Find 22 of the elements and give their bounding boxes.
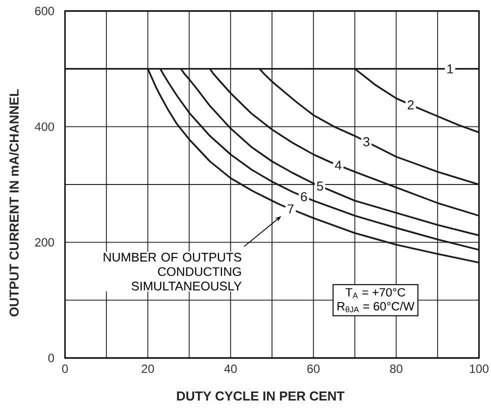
x-tick-label: 60	[307, 364, 320, 373]
series-label: 1	[447, 64, 453, 74]
series-label: 4	[334, 160, 342, 170]
x-tick-label: 100	[470, 364, 489, 373]
y-tick-label: 400	[34, 122, 54, 131]
annotation: T$_{A}$ = +70°C	[346, 288, 406, 298]
series-label: 2	[408, 100, 414, 110]
x-axis-title: DUTY CYCLE IN PER CENT	[177, 391, 344, 401]
annotation: NUMBER OF OUTPUTS CONDUCTING SIMULTANEOUSLY	[104, 252, 242, 290]
series-label: 6	[300, 192, 307, 202]
series-label: 5	[316, 182, 324, 191]
x-tick-label: 0	[62, 364, 68, 373]
series-label: 3	[363, 137, 370, 146]
y-tick-label: 0	[48, 354, 54, 362]
y-tick-label: 200	[35, 238, 54, 247]
x-tick-label: 20	[142, 364, 154, 373]
x-tick-label: 40	[224, 364, 237, 373]
annotation: R$_{θJA}$ = 60°C/W	[338, 302, 414, 312]
series-label: 7	[288, 204, 294, 214]
x-tick-label: 80	[390, 364, 402, 373]
y-tick-label: 600	[35, 6, 54, 16]
y-axis-title: OUTPUT CURRENT IN mA/CHANNEL	[9, 89, 19, 316]
